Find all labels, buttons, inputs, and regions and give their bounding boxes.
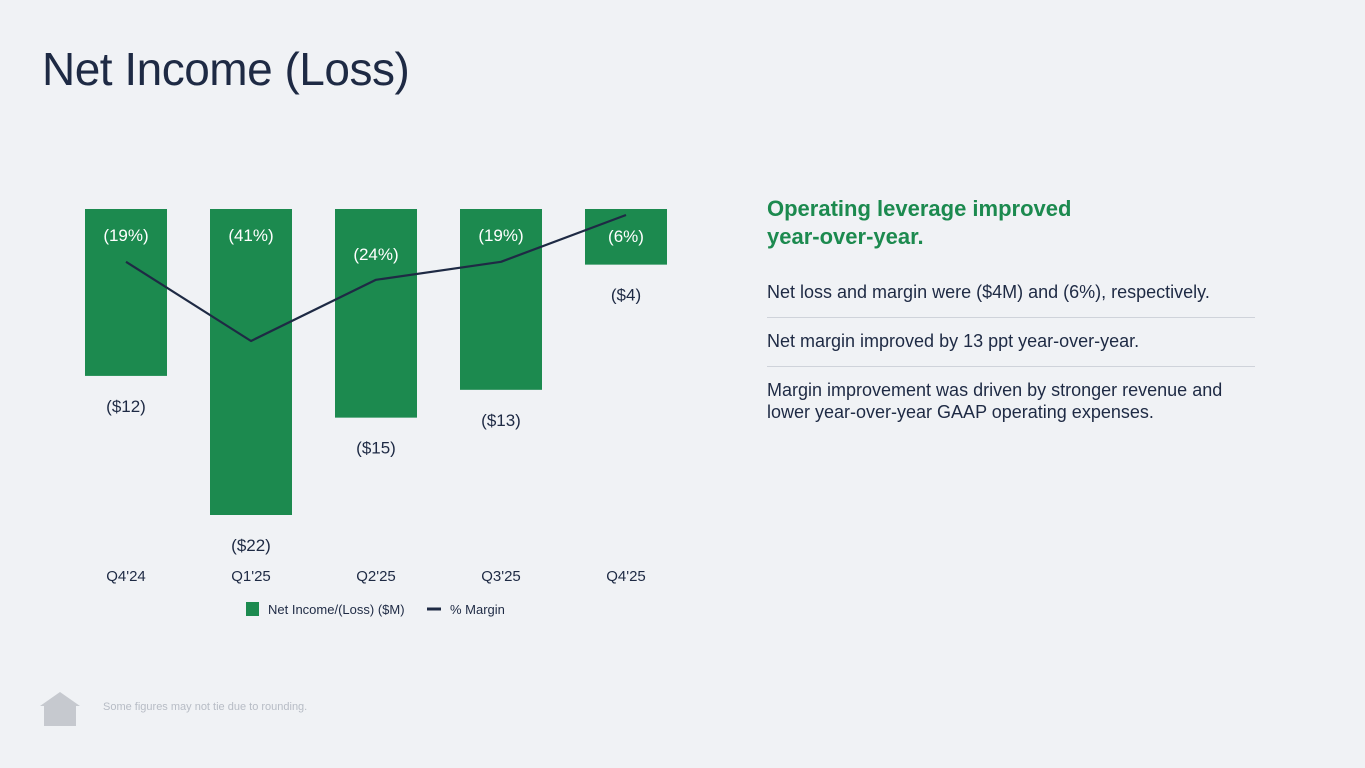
- bar-4: [585, 209, 667, 265]
- bar-1: [210, 209, 292, 515]
- bar-0: [85, 209, 167, 376]
- x-tick-label: Q4'25: [606, 568, 646, 585]
- bar-3: [460, 209, 542, 390]
- legend-swatch-bar: [246, 602, 259, 616]
- commentary-panel: Operating leverage improved year-over-ye…: [767, 195, 1255, 437]
- page-title: Net Income (Loss): [42, 43, 410, 95]
- margin-label: (41%): [228, 226, 273, 245]
- margin-line: [125, 213, 627, 343]
- panel-bullet: Margin improvement was driven by stronge…: [767, 380, 1223, 422]
- x-tick-label: Q1'25: [231, 568, 271, 585]
- margin-label: (19%): [103, 226, 148, 245]
- bar-value-label: ($13): [481, 411, 521, 430]
- bar-value-label: ($12): [106, 397, 146, 416]
- x-tick-label: Q4'24: [106, 568, 146, 585]
- footnote: Some figures may not tie due to rounding…: [103, 701, 308, 713]
- panel-bullet: Net loss and margin were ($4M) and (6%),…: [767, 269, 1255, 318]
- legend-label-bar: Net Income/(Loss) ($M): [268, 602, 405, 617]
- margin-label: (6%): [608, 227, 644, 246]
- margin-label: (19%): [478, 226, 523, 245]
- bar-value-label: ($4): [611, 286, 641, 305]
- panel-bullet: Net margin improved by 13 ppt year-over-…: [767, 318, 1255, 367]
- panel-headline: Operating leverage improved year-over-ye…: [767, 196, 1072, 249]
- bar-value-label: ($15): [356, 439, 396, 458]
- net-income-chart: ($12) Q4'24 ($22) Q1'25 ($15) Q2'25 ($13) Q3'25…: [85, 209, 667, 617]
- x-tick-label: Q3'25: [481, 568, 521, 585]
- house-icon: [40, 692, 80, 726]
- bar-value-label: ($22): [231, 536, 271, 555]
- x-tick-label: Q2'25: [356, 568, 396, 585]
- margin-label: (24%): [353, 245, 398, 264]
- legend-label-line: % Margin: [450, 602, 505, 617]
- bar-2: [335, 209, 417, 418]
